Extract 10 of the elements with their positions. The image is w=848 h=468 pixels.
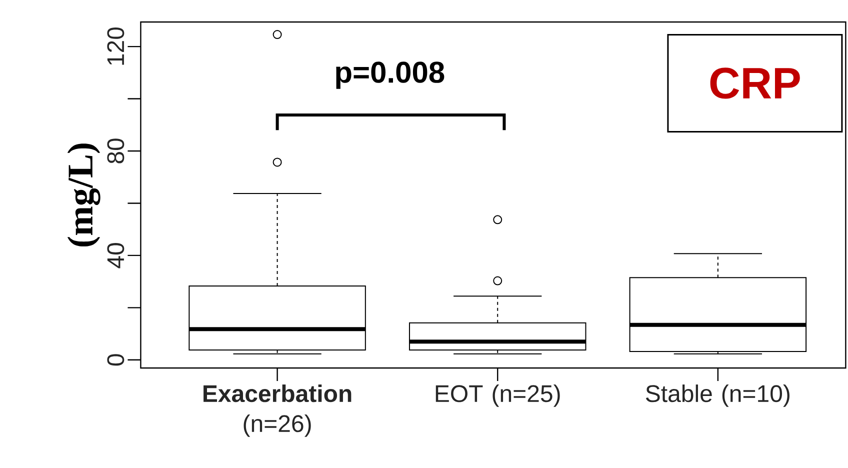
- x-tick-label: EOT (n=25): [436, 384, 560, 407]
- y-axis-title: (mg/L): [67, 144, 100, 246]
- y-tick-label: 0: [107, 354, 124, 366]
- y-tick-label: 120: [107, 27, 124, 65]
- annotation: p=0.008: [336, 62, 444, 89]
- text: CRP: [710, 68, 800, 99]
- y-tick-label: 40: [107, 243, 124, 268]
- x-tick-label: Stable (n=10): [646, 384, 790, 407]
- x-tick-label: Exacerbation (n=26): [204, 384, 352, 437]
- y-tick-label: 80: [107, 138, 124, 164]
